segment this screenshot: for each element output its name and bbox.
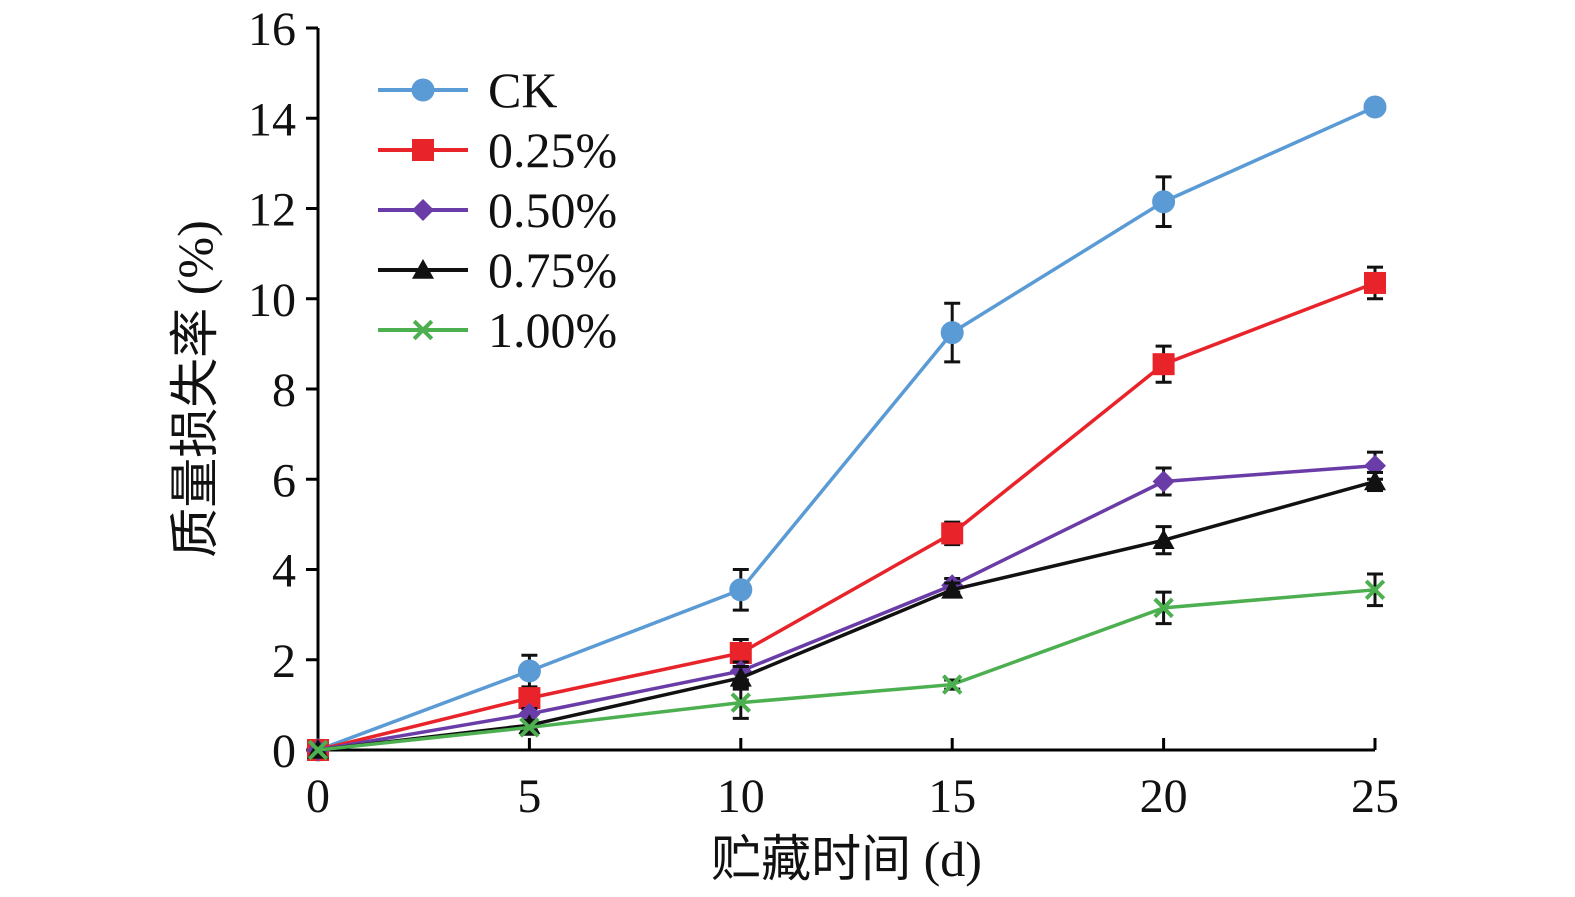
y-axis-title: 质量损失率 (%) xyxy=(167,220,223,557)
series-0 xyxy=(306,95,1387,762)
y-tick-label: 8 xyxy=(272,364,296,417)
data-point xyxy=(1152,190,1176,214)
series-1 xyxy=(307,265,1386,761)
data-point xyxy=(518,687,541,710)
data-point xyxy=(941,522,964,545)
series-3 xyxy=(307,470,1386,759)
data-point xyxy=(729,641,752,664)
series-line xyxy=(317,281,1376,752)
data-point xyxy=(1152,353,1175,376)
data-point xyxy=(1364,271,1386,294)
data-point xyxy=(1152,470,1175,493)
y-tick-label: 12 xyxy=(248,184,296,237)
x-tick-label: 20 xyxy=(1140,770,1188,823)
y-tick-label: 6 xyxy=(272,454,296,507)
legend-item: 0.25% xyxy=(378,122,617,178)
y-tick-label: 14 xyxy=(248,93,296,146)
x-tick-label: 25 xyxy=(1351,770,1399,823)
legend-marker xyxy=(412,199,434,221)
data-point xyxy=(941,674,963,695)
legend-marker xyxy=(411,78,435,102)
legend-label: 0.50% xyxy=(488,182,617,238)
legend: CK0.25%0.50%0.75%1.00% xyxy=(378,62,617,358)
series-line xyxy=(317,479,1376,752)
legend-item: 0.75% xyxy=(378,242,617,298)
legend-label: 1.00% xyxy=(488,302,617,358)
y-tick-label: 0 xyxy=(272,725,296,778)
x-tick-label: 0 xyxy=(306,770,330,823)
data-point xyxy=(1364,470,1386,491)
data-point xyxy=(307,739,329,761)
data-point xyxy=(1363,95,1387,119)
series-line xyxy=(317,105,1376,752)
legend-item: 0.50% xyxy=(378,182,617,238)
x-tick-label: 15 xyxy=(928,770,976,823)
legend-label: 0.75% xyxy=(488,242,617,298)
y-tick-label: 10 xyxy=(248,274,296,327)
data-point xyxy=(519,717,540,738)
legend-marker xyxy=(412,139,434,161)
data-point xyxy=(517,659,541,683)
legend-item: 1.00% xyxy=(378,302,617,358)
y-tick-label: 4 xyxy=(272,545,296,598)
legend-label: CK xyxy=(488,62,557,118)
series-line xyxy=(317,463,1376,752)
x-axis-title: 贮藏时间 (d) xyxy=(711,831,982,887)
data-point xyxy=(940,321,964,345)
data-point xyxy=(1153,597,1174,619)
data-point xyxy=(1152,529,1175,549)
series-line xyxy=(317,588,1376,752)
data-point xyxy=(941,578,964,599)
y-tick-label: 2 xyxy=(272,635,296,688)
legend-label: 0.25% xyxy=(488,122,617,178)
legend-item: CK xyxy=(378,62,557,118)
data-point xyxy=(730,692,752,713)
series-4 xyxy=(307,572,1386,761)
y-tick-label: 16 xyxy=(248,3,296,56)
legend-marker xyxy=(412,319,434,341)
axes: 0 2 4 6 8 10 12 14 16 0 5 10 15 20 25 xyxy=(248,3,1399,823)
x-tick-label: 10 xyxy=(717,770,765,823)
data-point xyxy=(1364,579,1386,601)
data-point xyxy=(729,666,752,687)
data-point xyxy=(729,578,753,602)
x-tick-label: 5 xyxy=(517,770,541,823)
legend-marker xyxy=(412,259,434,279)
series-layer xyxy=(306,95,1387,762)
